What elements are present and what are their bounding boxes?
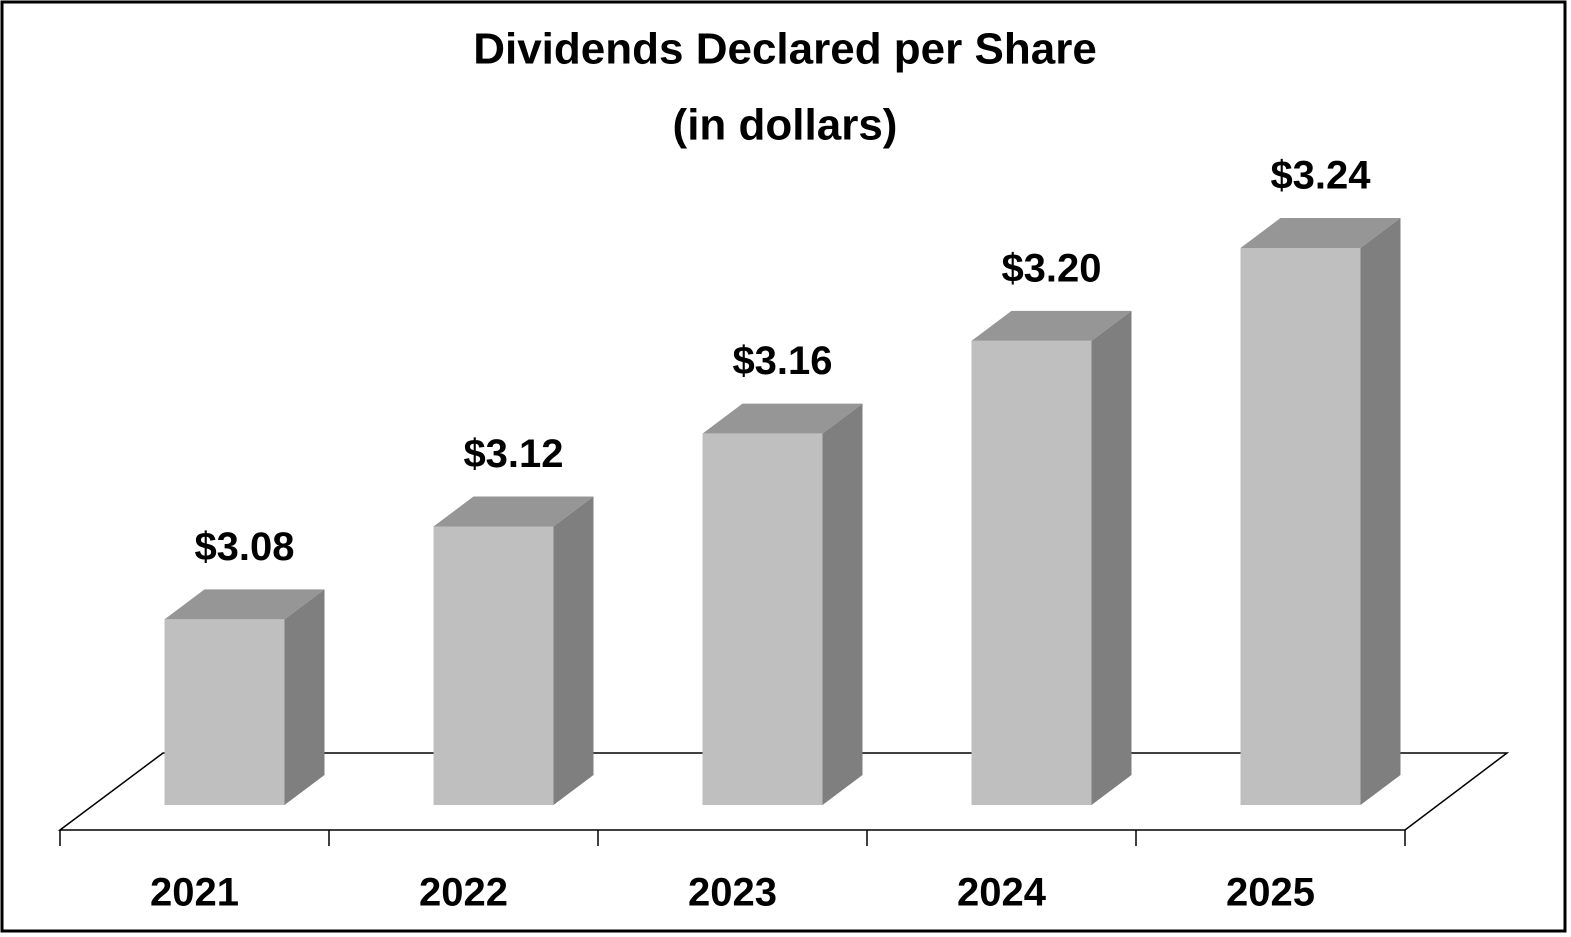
x-tick-label: 2024 <box>957 871 1047 915</box>
value-label: $3.20 <box>1001 246 1101 290</box>
bar-top <box>702 403 863 434</box>
x-tick-label: 2023 <box>688 871 777 915</box>
bar-side <box>1360 218 1401 805</box>
bar-side <box>1091 310 1132 805</box>
bar <box>1240 248 1361 805</box>
bar-top <box>1240 218 1401 248</box>
bar-side <box>284 589 325 805</box>
bar <box>433 526 554 805</box>
bar <box>702 433 823 805</box>
value-label: $3.24 <box>1270 154 1371 198</box>
value-label: $3.12 <box>463 432 563 476</box>
x-tick-label: 2025 <box>1226 871 1315 915</box>
bar <box>971 340 1092 805</box>
bar-top <box>433 496 594 527</box>
x-tick-label: 2021 <box>150 871 239 915</box>
value-label: $3.16 <box>732 339 832 383</box>
bar-top <box>971 310 1132 341</box>
bar-side <box>553 496 594 805</box>
chart-subtitle: (in dollars) <box>673 101 898 150</box>
x-tick-label: 2022 <box>419 871 508 915</box>
bar-top <box>164 589 325 620</box>
value-label: $3.08 <box>194 525 294 569</box>
bar <box>164 619 285 805</box>
chart-title: Dividends Declared per Share <box>473 25 1097 74</box>
bar-side <box>822 403 863 805</box>
